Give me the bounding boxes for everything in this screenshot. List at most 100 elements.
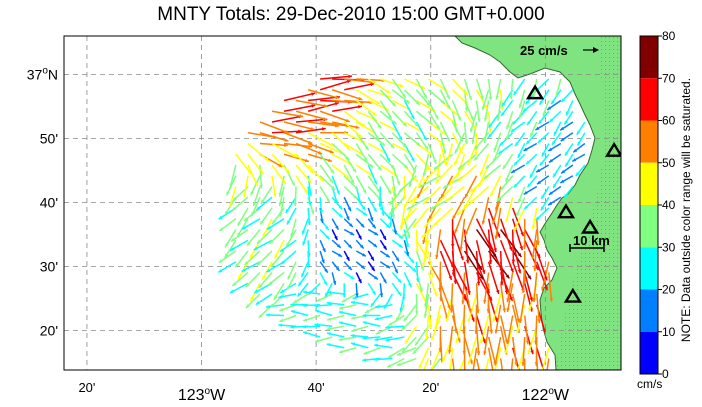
- vector-head: [476, 309, 480, 314]
- vector-head: [365, 309, 370, 313]
- vector-head: [502, 165, 507, 170]
- current-vector: [331, 142, 350, 161]
- current-vector: [422, 185, 442, 205]
- current-vector: [451, 304, 458, 333]
- vector-head: [419, 288, 423, 292]
- current-vector: [546, 358, 550, 370]
- current-vector: [433, 207, 454, 227]
- current-vector: [415, 78, 428, 99]
- vector-head: [412, 350, 417, 354]
- vector-head: [495, 289, 500, 294]
- velocity-scale-legend: 25 cm/s: [520, 43, 599, 58]
- current-vector: [422, 164, 442, 184]
- vector-head: [472, 125, 477, 130]
- vector-head: [436, 201, 440, 206]
- current-vector: [427, 250, 434, 278]
- vector-head: [399, 83, 404, 88]
- vector-head: [279, 212, 283, 217]
- current-vector: [427, 304, 432, 329]
- vector-head: [219, 227, 224, 231]
- speed-colorbar: [639, 35, 659, 375]
- vector-head: [412, 167, 416, 172]
- vector-head: [431, 336, 435, 341]
- vector-head: [281, 260, 286, 265]
- vector-head: [461, 329, 466, 334]
- vector-head: [544, 276, 548, 281]
- vector-head: [415, 278, 420, 282]
- vector-head: [527, 275, 531, 280]
- vector-head: [454, 380, 457, 384]
- vector-head: [434, 326, 438, 331]
- vector-head: [287, 285, 291, 290]
- vector-head: [416, 142, 421, 146]
- current-vector: [307, 102, 339, 112]
- current-vector: [492, 293, 502, 323]
- radar-site-site-5: [563, 287, 582, 303]
- vector-head: [483, 351, 487, 355]
- current-vector: [481, 197, 490, 225]
- vector-head: [478, 265, 482, 270]
- vector-head: [338, 213, 343, 218]
- vector-head: [374, 343, 379, 348]
- vector-head: [423, 314, 428, 318]
- current-vector: [415, 153, 432, 171]
- current-vector: [499, 315, 509, 344]
- colorbar-tick-label: 10: [662, 325, 676, 339]
- vector-head: [505, 218, 509, 223]
- vector-head: [260, 220, 264, 225]
- vector-head: [376, 188, 381, 193]
- vector-head: [462, 296, 466, 301]
- vector-head: [232, 197, 237, 201]
- vector-head: [273, 193, 277, 198]
- colorbar-bin: [640, 36, 658, 79]
- vector-head: [561, 98, 565, 103]
- current-vector: [435, 164, 454, 184]
- vector-head: [400, 222, 405, 227]
- vector-head: [350, 179, 355, 184]
- vector-head: [489, 329, 493, 334]
- vector-head: [364, 146, 369, 151]
- vector-head: [405, 99, 410, 104]
- vector-head: [439, 297, 443, 302]
- vector-head: [325, 292, 329, 297]
- vector-head: [258, 314, 263, 318]
- lat-label-1: 50': [40, 130, 58, 146]
- velocity-scale-label: 25 cm/s: [520, 43, 568, 58]
- vector-head: [408, 283, 412, 288]
- vector-head: [488, 128, 492, 133]
- vector-head: [509, 95, 513, 100]
- current-vector: [271, 115, 303, 123]
- vector-head: [464, 107, 469, 112]
- vector-head: [355, 293, 359, 297]
- vector-head: [272, 219, 276, 224]
- current-vector: [403, 186, 418, 209]
- colorbar-tick-label: 20: [662, 283, 676, 297]
- vector-head: [490, 192, 494, 197]
- vector-head: [506, 340, 510, 345]
- vector-head: [245, 304, 250, 309]
- vector-head: [518, 104, 523, 109]
- vector-head: [225, 243, 229, 248]
- vector-head: [308, 192, 313, 197]
- current-vector: [331, 89, 363, 101]
- vector-head: [467, 161, 471, 166]
- vector-head: [326, 198, 330, 203]
- vector-head: [423, 94, 427, 99]
- vector-head: [298, 282, 302, 287]
- vector-head: [271, 263, 275, 267]
- vector-head: [385, 253, 390, 258]
- vector-head: [226, 191, 230, 196]
- lat-label-0: 37oN: [27, 65, 58, 82]
- vector-head: [250, 191, 254, 196]
- vector-head: [334, 199, 338, 204]
- vector-head: [493, 158, 497, 163]
- vector-head: [575, 172, 580, 177]
- vector-head: [363, 157, 368, 162]
- vector-head: [358, 105, 362, 109]
- current-vector: [367, 78, 392, 95]
- vector-head: [471, 317, 475, 322]
- vector-head: [540, 206, 545, 211]
- vector-head: [537, 139, 542, 143]
- vector-head: [532, 298, 537, 302]
- vector-head: [374, 317, 379, 321]
